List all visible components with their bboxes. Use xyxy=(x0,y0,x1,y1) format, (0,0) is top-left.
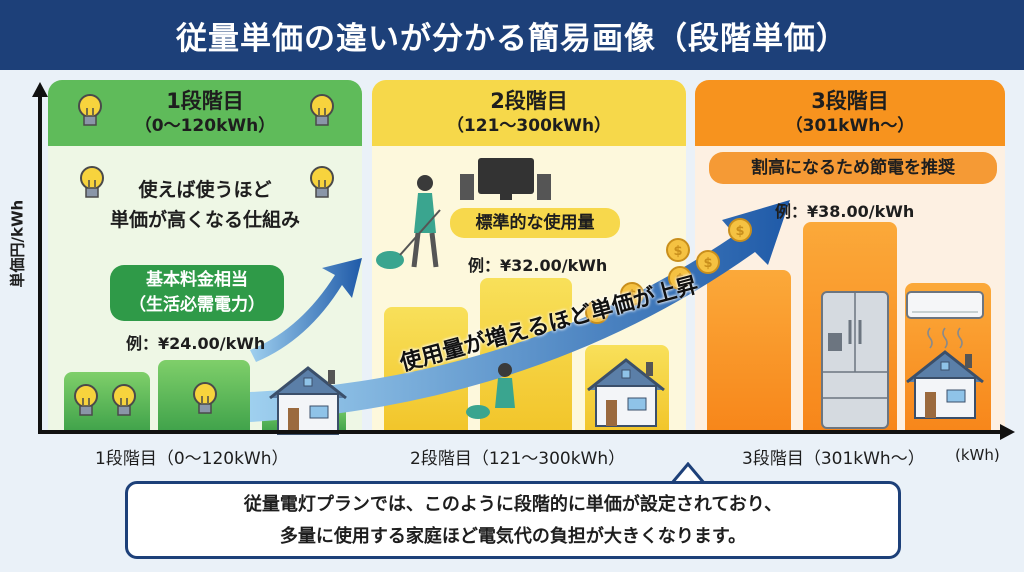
tier3-header: 3段階目 （301kWh～） xyxy=(695,80,1005,146)
x-axis-unit: (kWh) xyxy=(955,446,1000,464)
small-rising-arrow xyxy=(250,258,362,362)
tier2-range: （121～300kWh） xyxy=(446,116,612,136)
note-line: 使えば使うほど xyxy=(138,179,272,201)
x-label-tier2: 2段階目（121～300kWh） xyxy=(410,449,626,469)
y-axis xyxy=(32,82,48,434)
callout-pointer xyxy=(670,462,706,484)
callout-box: 従量電灯プランでは、このように段階的に単価が設定されており、 多量に使用する家庭… xyxy=(125,481,901,559)
y-axis-label: 単価円/kWh xyxy=(8,199,27,288)
tv-icon xyxy=(460,158,551,200)
tier3-range: （301kWh～） xyxy=(785,116,915,136)
tier3-price: 例：¥38.00/kWh xyxy=(775,202,915,221)
callout-line: 多量に使用する家庭ほど電気代の負担が大きくなります。 xyxy=(279,526,747,547)
tier2-price: 例：¥32.00/kWh xyxy=(468,256,608,275)
note-line: 単価が高くなる仕組み xyxy=(110,209,301,231)
air-conditioner-icon xyxy=(906,291,984,349)
tier1-range: （0～120kWh） xyxy=(134,116,276,136)
tier2-name: 2段階目 xyxy=(490,89,568,113)
callout-line: 従量電灯プランでは、このように段階的に単価が設定されており、 xyxy=(243,494,783,515)
badge-line: 基本料金相当 xyxy=(146,270,248,290)
tier1-note: 使えば使うほど 単価が高くなる仕組み xyxy=(110,175,300,235)
vacuum-person-icon xyxy=(376,175,515,419)
tier1-header: 1段階目 （0～120kWh） xyxy=(48,80,362,146)
page-title: 従量単価の違いが分かる簡易画像（段階単価） xyxy=(176,20,848,57)
tier1-name: 1段階目 xyxy=(166,89,244,113)
tier2-badge: 標準的な使用量 xyxy=(450,208,620,238)
tier2-header: 2段階目 （121～300kWh） xyxy=(372,80,686,146)
title-banner: 従量単価の違いが分かる簡易画像（段階単価） xyxy=(0,0,1024,70)
x-label-tier1: 1段階目（0～120kWh） xyxy=(95,449,289,469)
tier3-badge: 割高になるため節電を推奨 xyxy=(709,152,997,184)
tier1-price: 例：¥24.00/kWh xyxy=(126,334,266,353)
badge-line: （生活必需電力） xyxy=(129,295,265,315)
tier3-bar xyxy=(707,270,791,432)
tier1-badge: 基本料金相当 （生活必需電力） xyxy=(110,265,284,321)
refrigerator-icon xyxy=(821,291,889,429)
tier3-name: 3段階目 xyxy=(811,89,889,113)
x-axis xyxy=(38,424,1015,440)
lightbulb-icon xyxy=(74,94,334,416)
x-label-tier3: 3段階目（301kWh～） xyxy=(742,449,925,469)
